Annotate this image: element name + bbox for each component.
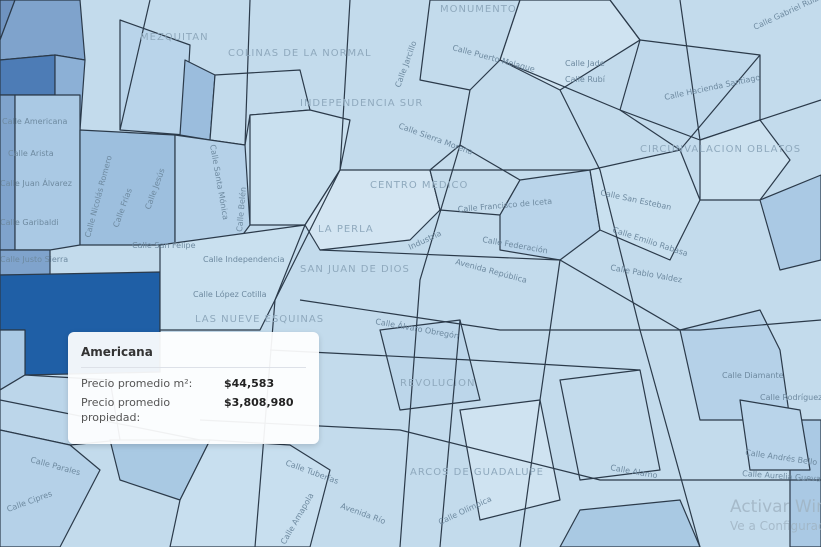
boundary-line <box>519 259 561 547</box>
neighborhood-polygon[interactable] <box>499 0 641 91</box>
neighborhood-polygon[interactable] <box>419 0 521 91</box>
tooltip-value: $3,808,980 <box>224 396 294 409</box>
neighborhood-polygon[interactable] <box>559 369 661 481</box>
street-label: Calle López Cotilla <box>193 289 267 299</box>
street-label: Calle Rubí <box>565 75 606 84</box>
neighborhood-label: LAS NUEVE ESQUINAS <box>195 314 324 325</box>
street-label: Calle Gabriel Ruiz <box>752 0 820 32</box>
boundary-line <box>319 249 681 331</box>
boundary-line <box>399 89 471 547</box>
neighborhood-label: SAN JUAN DE DIOS <box>300 264 410 275</box>
neighborhood-polygon[interactable] <box>379 319 481 411</box>
street-label: Calle Diamante <box>722 371 784 380</box>
neighborhood-polygon[interactable] <box>759 174 821 271</box>
neighborhood-polygon[interactable] <box>159 224 306 331</box>
street-label: Calle Independencia <box>203 255 285 264</box>
neighborhood-polygon[interactable] <box>459 399 561 521</box>
street-label: Calle Belén <box>234 186 248 232</box>
neighborhood-polygon[interactable] <box>589 149 701 261</box>
street-label: Calle Juan Álvarez <box>0 177 72 188</box>
street-label: Calle San Felipe <box>132 241 196 250</box>
neighborhood-label: CENTRO MEDICO <box>370 180 468 191</box>
tooltip-label: Precio promedio propiedad: <box>81 396 171 424</box>
neighborhood-polygon[interactable] <box>0 54 56 96</box>
neighborhood-polygon[interactable] <box>559 499 701 547</box>
tooltip-value: $44,583 <box>224 377 275 390</box>
boundary-line <box>269 349 641 371</box>
boundary-line <box>299 299 821 331</box>
neighborhood-polygon[interactable] <box>0 0 86 61</box>
street-label: Calle Rodríguez <box>760 393 821 402</box>
neighborhood-label: ARCOS DE GUADALUPE <box>410 467 544 478</box>
neighborhood-polygon[interactable] <box>0 429 101 547</box>
neighborhood-label: INDEPENDENCIA SUR <box>300 98 423 109</box>
street-label: Avenida Río <box>339 501 386 526</box>
tooltip-row-price-m2: Precio promedio m²: $44,583 <box>81 376 306 391</box>
street-label: Calle Justo Sierra <box>0 255 68 264</box>
street-label: Calle Americana <box>2 117 67 126</box>
boundary-line <box>499 54 761 151</box>
boundary-line <box>439 319 461 547</box>
neighborhood-label: LA PERLA <box>318 224 374 235</box>
street-label: Calle Pablo Valdez <box>610 263 683 284</box>
street-label: Avenida República <box>454 257 527 285</box>
neighborhood-label: CIRCUNVALACION OBLATOS <box>640 144 801 155</box>
street-label: Calle Arista <box>8 149 54 158</box>
tooltip-row-price-property: Precio promedio propiedad: $3,808,980 <box>81 395 306 425</box>
neighborhood-polygon[interactable] <box>14 94 81 251</box>
boundary-line <box>679 0 701 141</box>
street-label: Calle Sierra Morena <box>397 121 474 156</box>
neighborhood-label: REVOLUCION <box>400 378 475 389</box>
neighborhood-polygon[interactable] <box>429 144 521 216</box>
boundary-line <box>244 0 251 146</box>
boundary-line <box>609 0 641 41</box>
boundary-line <box>119 0 151 131</box>
boundary-line <box>559 89 701 547</box>
street-label: Calle Garibaldi <box>0 218 59 227</box>
street-label: Calle Jarcillo <box>393 40 418 89</box>
boundary-line <box>759 99 821 121</box>
neighborhood-tooltip: Americana Precio promedio m²: $44,583 Pr… <box>68 332 319 444</box>
street-label: Calle Jade <box>565 59 605 68</box>
neighborhood-polygon[interactable] <box>739 399 811 471</box>
tooltip-label: Precio promedio m²: <box>81 377 193 390</box>
neighborhood-polygon[interactable] <box>699 119 791 201</box>
tooltip-title: Americana <box>81 345 306 368</box>
windows-activation-watermark: Activar Windows <box>730 497 821 517</box>
windows-activation-watermark-sub: Ve a Configuración <box>730 519 821 533</box>
neighborhood-label: MEZQUITAN <box>140 32 209 43</box>
neighborhood-label: MONUMENTO <box>440 4 517 15</box>
neighborhood-polygon[interactable] <box>679 309 791 421</box>
neighborhood-polygon[interactable] <box>179 59 216 141</box>
neighborhood-label: COLINAS DE LA NORMAL <box>228 48 372 59</box>
